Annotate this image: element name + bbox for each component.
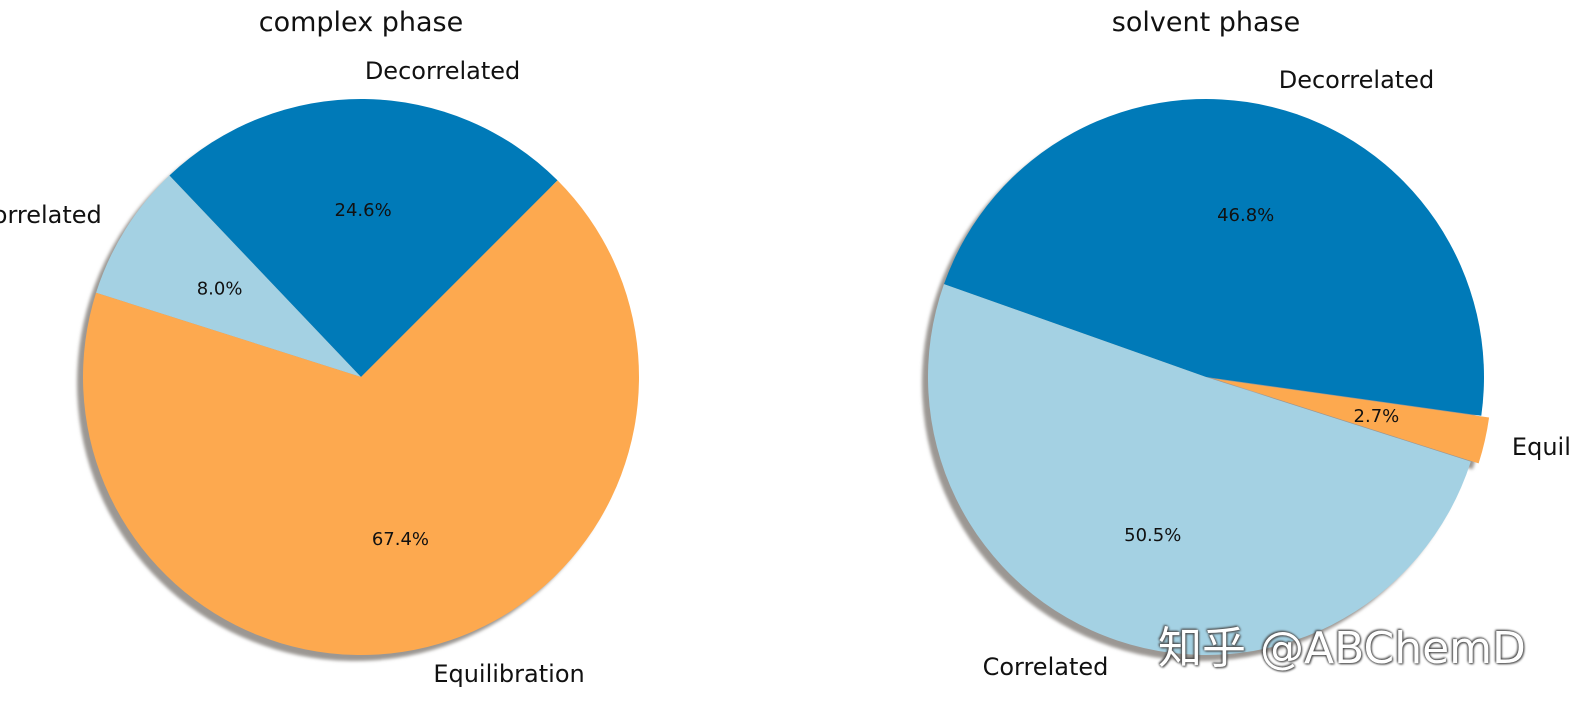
- pie-slice-equilibration: [1213, 378, 1490, 464]
- pie-slice-decorrelated: [169, 99, 558, 377]
- chart-title: complex phase: [259, 7, 463, 38]
- pie-slice-correlated: [928, 284, 1471, 655]
- complex-phase-pie: complex phase 24.6% Decorrelated 8.0% Correl…: [0, 7, 639, 688]
- slice-category-label: Equilibration: [1512, 433, 1569, 461]
- chart-title: solvent phase: [1112, 7, 1300, 38]
- slice-percent-label: 24.6%: [335, 200, 392, 221]
- slice-category-label: Correlated: [0, 201, 102, 229]
- slice-category-label: Decorrelated: [1279, 66, 1434, 94]
- watermark: 知乎 @ABChemD: [1158, 623, 1526, 674]
- slice-percent-label: 50.5%: [1124, 525, 1181, 546]
- slice-category-label: Equilibration: [433, 660, 584, 688]
- pie-slice-decorrelated: [943, 98, 1485, 416]
- pie-slice-correlated: [96, 175, 361, 377]
- solvent-phase-pie: solvent phase 46.8% Decorrelated 50.5% Corre…: [922, 7, 1569, 681]
- slice-category-label: Correlated: [983, 653, 1109, 681]
- slice-percent-label: 46.8%: [1217, 205, 1274, 226]
- slice-percent-label: 2.7%: [1354, 406, 1400, 427]
- slice-category-label: Decorrelated: [365, 57, 520, 85]
- slice-percent-label: 67.4%: [372, 529, 429, 550]
- slice-percent-label: 8.0%: [197, 279, 243, 300]
- pie-slice-equilibration: [82, 180, 639, 655]
